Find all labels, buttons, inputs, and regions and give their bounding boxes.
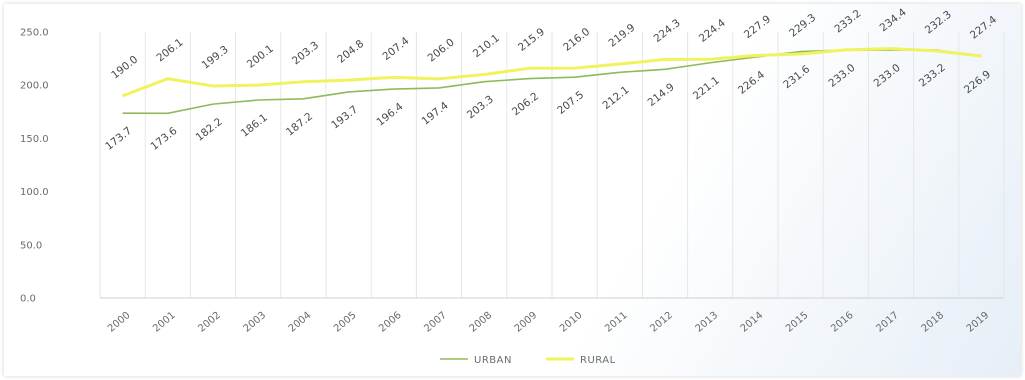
data-label-urban: 214.9 <box>646 81 677 109</box>
x-tick-label: 2004 <box>287 310 314 335</box>
data-label-rural: 190.0 <box>109 53 140 81</box>
y-tick-label: 150.0 <box>20 134 49 145</box>
x-tick-label: 2016 <box>829 310 856 335</box>
legend-label-urban: URBAN <box>474 355 512 366</box>
x-tick-label: 2010 <box>558 310 585 335</box>
x-tick-label: 2011 <box>603 310 630 335</box>
data-label-rural: 224.3 <box>652 17 683 45</box>
data-label-urban: 187.2 <box>284 110 315 138</box>
x-tick-label: 2009 <box>513 310 540 335</box>
y-tick-label: 50.0 <box>20 240 42 251</box>
y-tick-label: 100.0 <box>20 187 49 198</box>
x-tick-label: 2002 <box>196 310 223 335</box>
x-tick-label: 2006 <box>377 310 404 335</box>
x-tick-label: 2007 <box>422 310 449 335</box>
x-tick-label: 2008 <box>468 310 495 335</box>
data-label-urban: 226.4 <box>736 69 767 97</box>
data-label-rural: 206.0 <box>426 36 457 64</box>
data-label-rural: 216.0 <box>561 26 592 54</box>
y-tick-label: 250.0 <box>20 28 49 39</box>
data-label-urban: 233.0 <box>872 62 903 90</box>
data-label-rural: 203.3 <box>290 39 321 67</box>
data-label-urban: 173.6 <box>148 125 179 153</box>
data-label-urban: 221.1 <box>691 74 722 102</box>
data-label-urban: 231.6 <box>781 63 812 91</box>
data-label-urban: 173.7 <box>103 125 134 153</box>
data-label-urban: 182.2 <box>194 116 225 144</box>
chart-card: 0.0 50.0 100.0 150.0 200.0 250.0 2000 2001 2002 2… <box>4 4 1021 376</box>
data-label-urban: 233.0 <box>826 62 857 90</box>
data-label-rural: 206.1 <box>154 36 185 64</box>
data-label-rural: 224.4 <box>697 17 728 45</box>
data-label-rural: 215.9 <box>516 26 547 54</box>
x-tick-label: 2017 <box>874 310 901 335</box>
data-label-urban: 212.1 <box>600 84 631 112</box>
x-tick-label: 2001 <box>151 310 178 335</box>
data-label-rural: 232.3 <box>923 8 954 36</box>
data-label-rural: 229.3 <box>787 12 818 40</box>
data-label-rural: 227.4 <box>968 14 999 42</box>
line-chart: 0.0 50.0 100.0 150.0 200.0 250.0 2000 2001 2002 2… <box>20 6 1005 366</box>
data-label-urban: 197.4 <box>420 99 451 127</box>
data-label-rural: 204.8 <box>335 38 366 66</box>
x-tick-label: 2014 <box>739 310 766 335</box>
data-label-urban: 233.2 <box>917 62 948 90</box>
data-label-rural: 234.4 <box>878 6 909 34</box>
legend-label-rural: RURAL <box>580 355 616 366</box>
data-label-rural: 233.2 <box>832 8 863 36</box>
x-tick-label: 2019 <box>965 310 992 335</box>
data-label-rural: 210.1 <box>471 32 502 60</box>
data-label-urban: 226.9 <box>962 68 993 96</box>
data-label-urban: 206.2 <box>510 90 541 118</box>
y-tick-label: 200.0 <box>20 81 49 92</box>
series-line-rural <box>122 47 982 98</box>
x-tick-label: 2018 <box>920 310 947 335</box>
data-label-urban: 193.7 <box>329 104 360 132</box>
data-label-rural: 207.4 <box>380 35 411 63</box>
data-label-urban: 207.5 <box>555 89 586 117</box>
x-tick-label: 2012 <box>648 310 675 335</box>
data-label-rural: 199.3 <box>200 44 231 72</box>
data-label-urban: 203.3 <box>465 93 496 121</box>
y-tick-label: 0.0 <box>20 294 36 305</box>
x-tick-label: 2003 <box>242 310 269 335</box>
x-tick-label: 2013 <box>694 310 721 335</box>
data-label-rural: 219.9 <box>606 22 637 50</box>
data-label-rural: 200.1 <box>245 43 276 71</box>
x-tick-label: 2015 <box>784 310 811 335</box>
x-tick-label: 2000 <box>106 310 133 335</box>
x-tick-label: 2005 <box>332 310 359 335</box>
data-label-rural: 227.9 <box>742 13 773 41</box>
data-label-urban: 196.4 <box>374 100 405 128</box>
data-label-urban: 186.1 <box>239 112 270 140</box>
